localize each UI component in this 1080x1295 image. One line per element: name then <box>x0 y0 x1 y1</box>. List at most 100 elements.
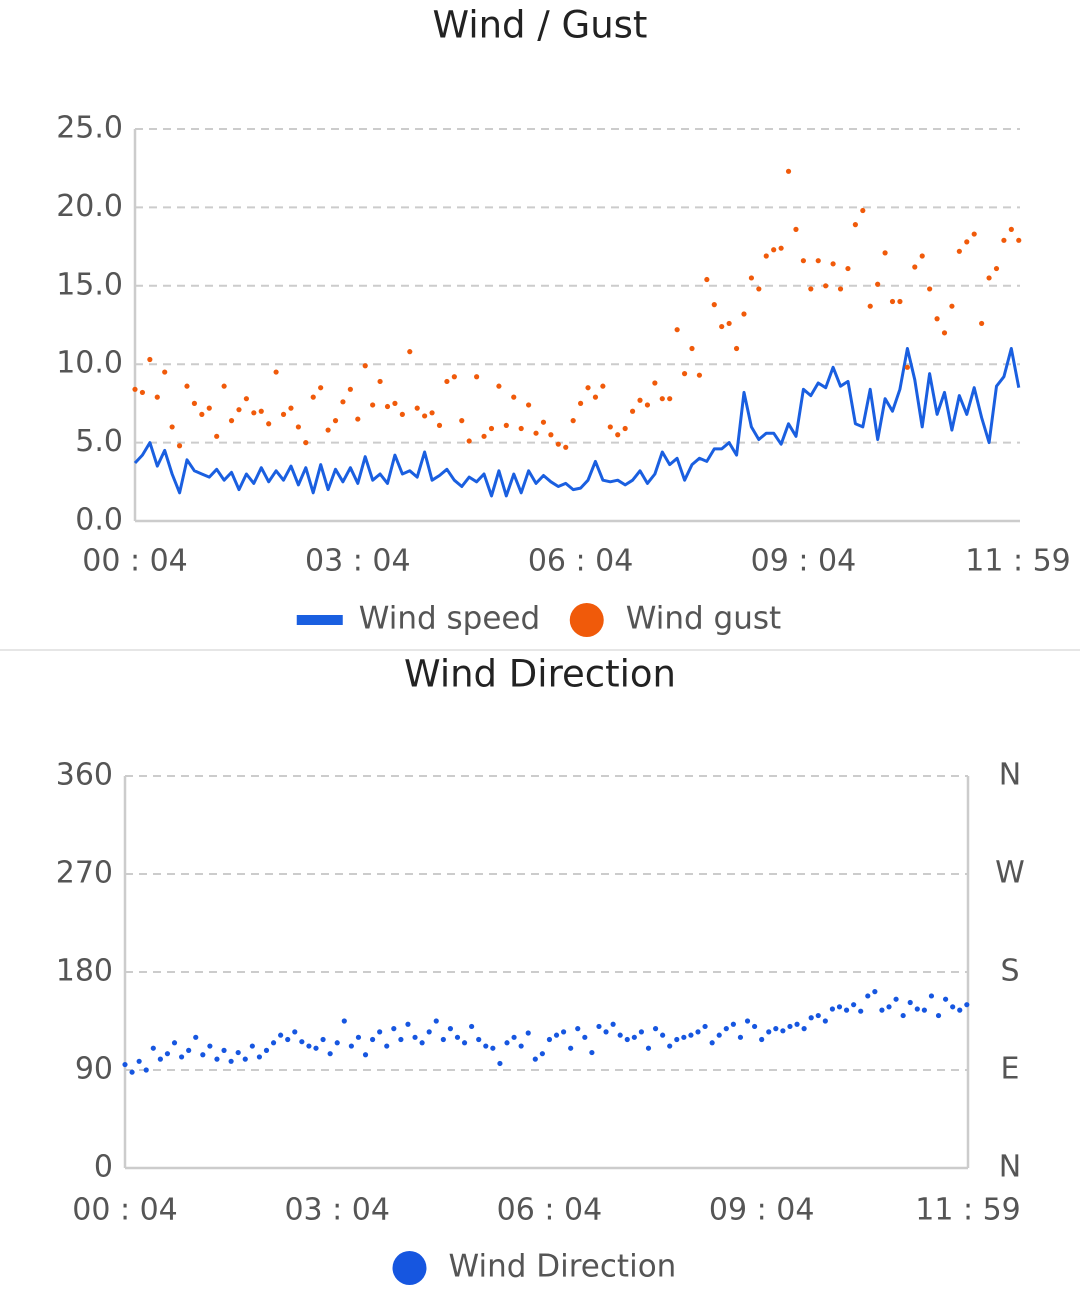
point <box>704 276 710 283</box>
point <box>949 303 955 309</box>
point <box>964 239 970 245</box>
point <box>295 424 301 430</box>
point <box>979 320 985 327</box>
point <box>582 1034 588 1040</box>
point <box>555 441 561 447</box>
point <box>822 1018 828 1024</box>
point <box>362 1052 369 1058</box>
point <box>823 283 829 289</box>
point <box>466 438 472 444</box>
point <box>334 1040 340 1046</box>
x-tick-label: 06 : 04 <box>497 1193 603 1228</box>
point <box>674 327 680 333</box>
y-tick-label: 20.0 <box>56 189 123 224</box>
point <box>426 1029 432 1035</box>
point <box>912 264 918 270</box>
y2-tick-label: N <box>999 758 1021 793</box>
point <box>285 1036 291 1043</box>
point <box>829 1006 836 1012</box>
point <box>444 378 450 385</box>
point <box>503 422 509 428</box>
point <box>496 383 502 389</box>
point <box>228 418 235 424</box>
point <box>719 323 725 330</box>
y-tick-label: 270 <box>56 856 113 891</box>
point <box>785 168 792 174</box>
y-tick-label: 360 <box>56 758 113 793</box>
x-tick-label: 03 : 04 <box>284 1193 390 1228</box>
point <box>162 369 168 375</box>
y-tick-label: 180 <box>56 954 113 989</box>
point <box>733 345 740 352</box>
point <box>737 1034 744 1040</box>
point <box>928 993 935 999</box>
point <box>927 286 933 292</box>
y2-tick-label: W <box>995 856 1025 891</box>
point <box>893 996 899 1002</box>
point <box>914 1006 920 1012</box>
point <box>942 996 949 1002</box>
point <box>278 1032 284 1038</box>
point <box>759 1036 765 1043</box>
point <box>986 275 992 281</box>
point <box>660 1032 666 1038</box>
point <box>907 999 913 1006</box>
point <box>476 1036 482 1043</box>
point <box>447 1026 454 1032</box>
y2-tick-label: S <box>1000 954 1019 989</box>
point <box>681 1034 687 1040</box>
x-tick-label: 06 : 04 <box>528 544 634 579</box>
x-tick-label: 00 : 04 <box>82 544 188 579</box>
point <box>741 311 747 317</box>
point <box>377 378 383 385</box>
point <box>830 261 836 267</box>
point <box>332 418 339 424</box>
point <box>744 1018 751 1024</box>
point <box>695 1029 701 1035</box>
point <box>637 397 643 403</box>
point <box>858 1008 864 1014</box>
point <box>631 1034 637 1040</box>
point <box>889 298 896 305</box>
point <box>384 403 391 410</box>
point <box>483 1043 489 1049</box>
point <box>176 443 183 449</box>
point <box>629 408 636 414</box>
point <box>377 1029 383 1035</box>
point <box>369 1036 376 1043</box>
point <box>801 1026 807 1032</box>
point <box>214 433 220 439</box>
point <box>577 400 584 406</box>
point <box>808 1015 814 1021</box>
point <box>362 363 368 369</box>
point <box>136 1058 142 1064</box>
point <box>243 396 249 402</box>
point <box>1001 237 1007 243</box>
point <box>716 1032 722 1038</box>
point <box>851 1002 857 1008</box>
point <box>794 1021 800 1027</box>
point <box>730 1021 736 1027</box>
y2-tick-label: N <box>999 1150 1021 1185</box>
point <box>306 1043 312 1049</box>
point <box>852 222 858 228</box>
legend-label: Wind Direction <box>449 1249 677 1285</box>
point <box>585 385 591 391</box>
point <box>711 302 717 308</box>
point <box>696 372 703 378</box>
point <box>288 405 294 411</box>
x-tick-label: 11 : 59 <box>965 544 1071 579</box>
y-tick-label: 25.0 <box>56 111 123 146</box>
point <box>355 1034 362 1040</box>
point <box>560 1029 567 1035</box>
point <box>553 1032 560 1038</box>
point <box>292 1029 298 1035</box>
point <box>773 1026 779 1032</box>
point <box>186 1047 192 1053</box>
point <box>756 286 762 292</box>
x-tick-label: 09 : 04 <box>709 1193 815 1228</box>
point <box>414 405 420 411</box>
point <box>132 386 138 392</box>
point <box>793 226 799 232</box>
point <box>169 424 175 430</box>
